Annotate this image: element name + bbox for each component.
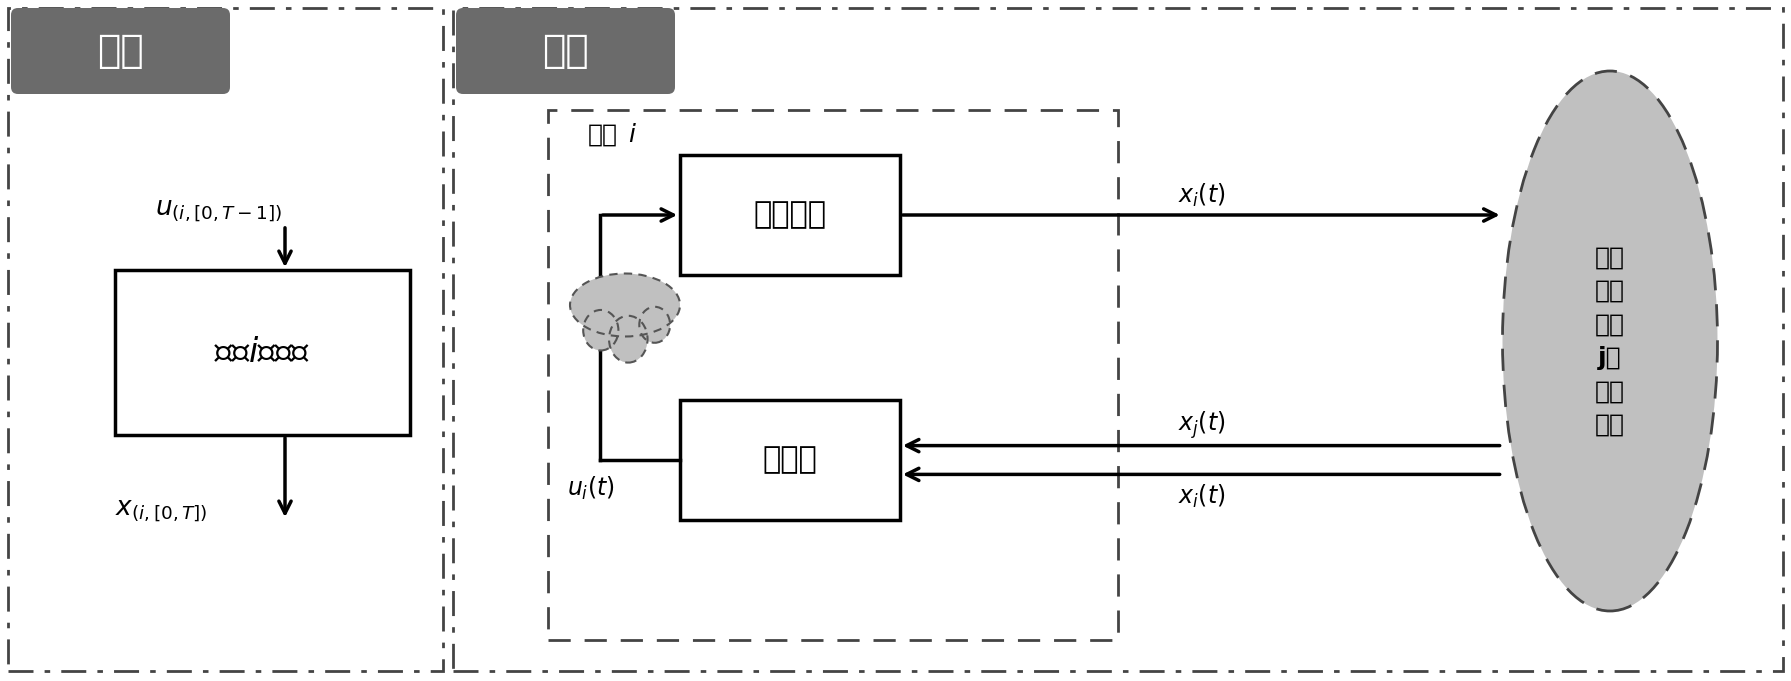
Text: $x_i(t)$: $x_i(t)$	[1177, 181, 1225, 208]
Text: 未知系统: 未知系统	[754, 200, 826, 229]
Text: 单体$i$的系统: 单体$i$的系统	[215, 336, 310, 369]
FancyBboxPatch shape	[11, 8, 229, 94]
Text: 离线: 离线	[97, 32, 143, 70]
Text: $x_{(i,[0,T])}$: $x_{(i,[0,T])}$	[115, 497, 208, 523]
Bar	[7, 8, 442, 671]
Ellipse shape	[639, 307, 670, 343]
Text: $u_{(i,[0,T-1])}$: $u_{(i,[0,T-1])}$	[156, 197, 283, 223]
Ellipse shape	[1503, 71, 1718, 611]
Text: 在线: 在线	[543, 32, 589, 70]
FancyBboxPatch shape	[457, 8, 675, 94]
Text: $x_j(t)$: $x_j(t)$	[1177, 410, 1225, 441]
Bar	[548, 110, 1118, 640]
Bar	[115, 270, 410, 435]
Text: $u_i(t)$: $u_i(t)$	[568, 475, 614, 502]
Text: 连接
邻居
单体
j的
通信
网络: 连接 邻居 单体 j的 通信 网络	[1596, 245, 1624, 437]
Bar	[681, 400, 901, 520]
Bar	[453, 8, 1784, 671]
Ellipse shape	[609, 316, 648, 362]
Bar	[681, 155, 901, 275]
Text: 控制器: 控制器	[763, 445, 817, 475]
Text: $i$: $i$	[629, 123, 638, 147]
Text: 单体: 单体	[587, 123, 618, 147]
Ellipse shape	[570, 274, 681, 336]
Text: $x_i(t)$: $x_i(t)$	[1177, 483, 1225, 510]
Ellipse shape	[584, 310, 618, 351]
